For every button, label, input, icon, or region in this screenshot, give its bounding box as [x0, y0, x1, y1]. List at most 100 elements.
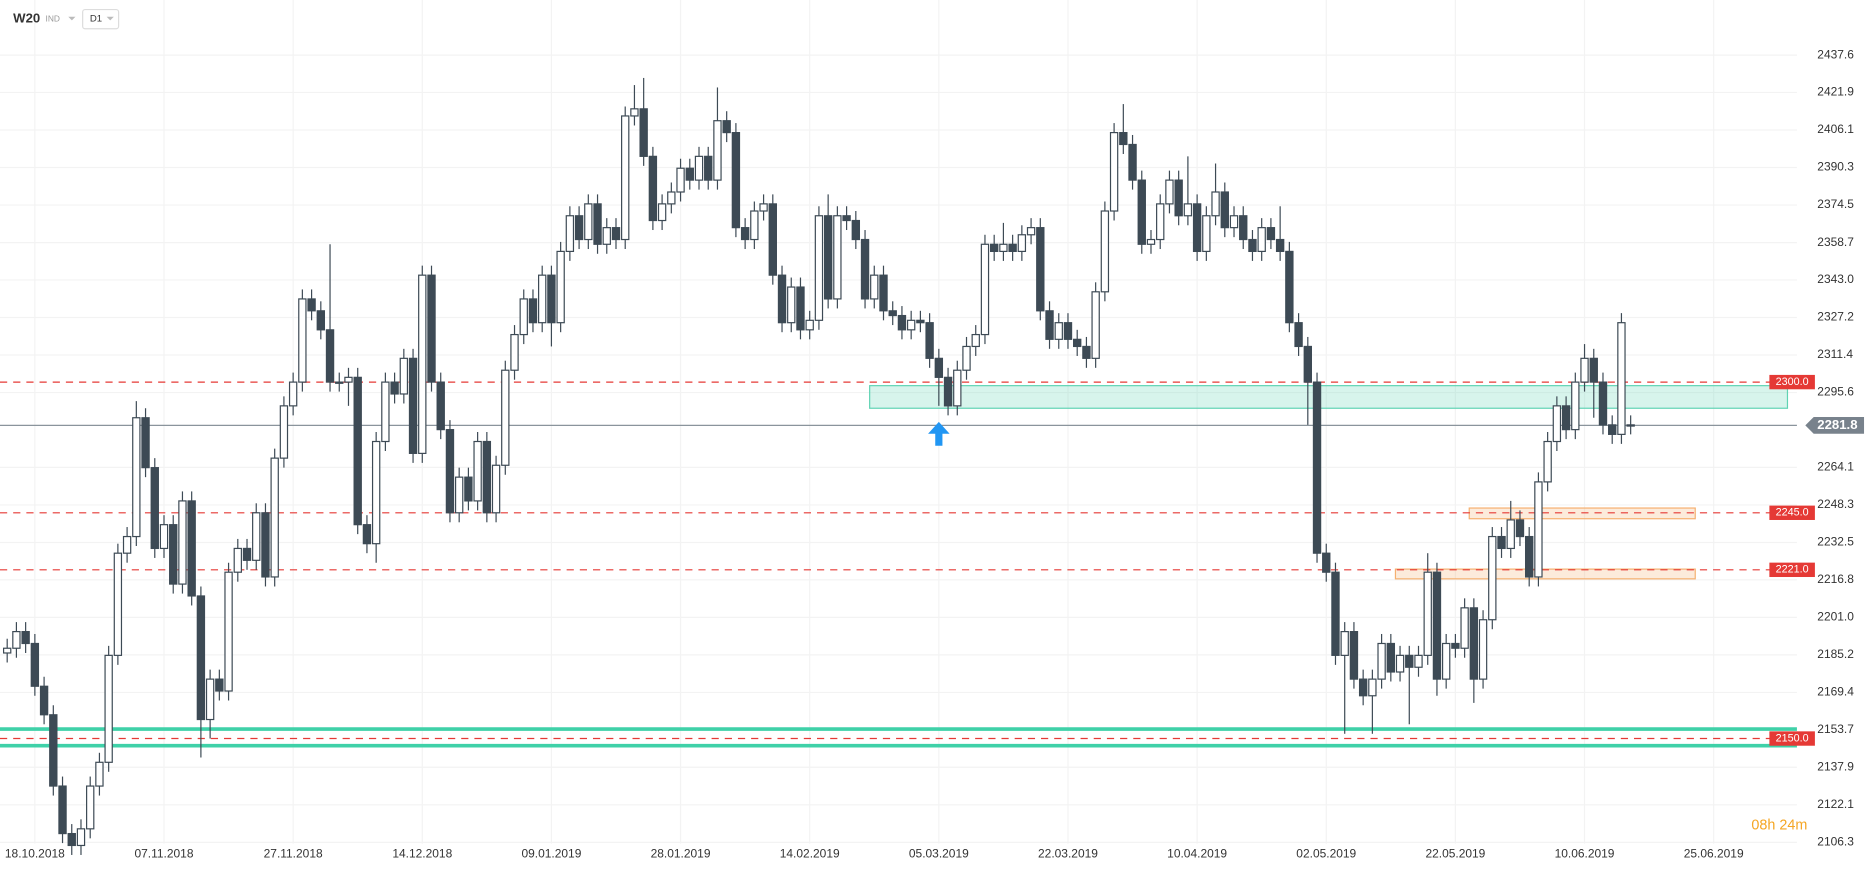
candle-body — [252, 512, 261, 561]
candle-body — [279, 405, 289, 459]
candle-body — [335, 381, 344, 384]
candle-body — [648, 155, 658, 222]
candle-body — [1036, 227, 1045, 312]
signal-arrow — [928, 421, 950, 446]
x-tick-label: 25.06.2019 — [1684, 847, 1744, 861]
candle-body — [362, 524, 372, 545]
candle-body — [1543, 440, 1552, 483]
candle-body — [538, 274, 547, 324]
candle-body — [1054, 322, 1063, 340]
last-price-box — [1805, 416, 1865, 434]
level-label: 2221.0 — [1776, 564, 1809, 576]
candle-body — [1358, 678, 1368, 697]
candle-body — [916, 319, 925, 324]
candle-body — [510, 333, 519, 371]
candle-body — [224, 571, 233, 692]
candle-body — [953, 369, 962, 407]
x-tick-label: 09.01.2019 — [521, 847, 581, 861]
candle-body — [980, 243, 990, 336]
candle-body — [1478, 619, 1488, 680]
dropdown-arrow — [106, 16, 114, 21]
candle-body — [233, 547, 242, 573]
candle-body — [1506, 519, 1515, 550]
interval-box[interactable] — [82, 8, 120, 30]
symbol: W20 — [13, 11, 40, 26]
candle-body — [713, 120, 722, 181]
candle-body — [1248, 238, 1257, 253]
y-tick-label: 2201.0 — [1817, 610, 1854, 624]
candle-body — [316, 310, 326, 331]
candle-body — [1239, 215, 1248, 241]
candle-body — [473, 440, 482, 502]
candle-body — [1423, 571, 1432, 656]
candle-body — [205, 678, 215, 721]
candle-body — [353, 376, 362, 526]
candle-body — [1063, 322, 1073, 340]
candle-body — [1211, 191, 1220, 217]
candle-body — [436, 381, 445, 431]
candle-body — [178, 500, 187, 585]
x-tick-label: 05.03.2019 — [909, 847, 969, 861]
x-tick-label: 07.11.2018 — [134, 847, 193, 861]
candle-body — [879, 274, 888, 312]
candle-body — [215, 678, 224, 692]
candle-body — [602, 227, 611, 245]
candle-body — [759, 203, 768, 212]
y-tick-label: 2390.3 — [1817, 160, 1854, 174]
candle-body — [196, 595, 206, 721]
candle-body — [740, 227, 750, 241]
candle-body — [1460, 607, 1469, 649]
candle-body — [731, 131, 741, 229]
candle-body — [1119, 131, 1128, 146]
candle-body — [870, 274, 879, 300]
candle-body — [150, 467, 159, 550]
y-tick-label: 2295.6 — [1817, 385, 1854, 399]
candle-body — [694, 155, 704, 181]
candle-body — [519, 298, 528, 336]
candle-body — [104, 654, 113, 763]
candle-body — [777, 274, 787, 324]
candle-body — [851, 219, 861, 241]
candle-body — [399, 357, 409, 395]
candle-body — [1488, 535, 1497, 621]
candle-body — [1432, 571, 1442, 680]
candle-body — [408, 357, 418, 454]
candle-body — [657, 203, 667, 222]
candle-body — [30, 642, 40, 687]
level-label-box — [1769, 505, 1815, 520]
candle-body — [427, 274, 436, 383]
candle-body — [842, 215, 851, 222]
plot — [2, 77, 1635, 855]
candle-body — [823, 215, 833, 300]
candle-body — [1174, 179, 1183, 217]
candle-body — [187, 500, 196, 597]
candle-body — [39, 685, 49, 716]
y-tick-label: 2311.4 — [1817, 347, 1853, 361]
candle-body — [593, 203, 602, 245]
countdown: 08h 24m — [1751, 817, 1807, 833]
x-tick-label: 10.06.2019 — [1555, 847, 1615, 861]
candle-body — [630, 108, 639, 117]
x-tick-label: 10.04.2019 — [1167, 847, 1227, 861]
candle-body — [1220, 191, 1229, 229]
candle-body — [169, 524, 178, 585]
candle-body — [1368, 678, 1377, 697]
candle-body — [1156, 203, 1165, 241]
candle-body — [2, 647, 12, 654]
candle-body — [242, 547, 252, 561]
candle-body — [1275, 238, 1285, 253]
candle-body — [860, 238, 870, 300]
candle-body — [1349, 631, 1359, 680]
candle-body — [1331, 571, 1340, 656]
level-label-box — [1769, 731, 1815, 746]
candle-body — [1128, 143, 1137, 181]
candle-body — [1340, 631, 1349, 656]
candle-body — [814, 215, 824, 321]
candle-body — [787, 286, 796, 324]
market[interactable]: IND — [46, 13, 60, 23]
candle-body — [584, 203, 593, 241]
candle-body — [1386, 642, 1396, 673]
candle-body — [962, 345, 971, 371]
interval[interactable]: D1 — [90, 14, 102, 25]
x-tick-label: 18.10.2018 — [5, 847, 65, 861]
